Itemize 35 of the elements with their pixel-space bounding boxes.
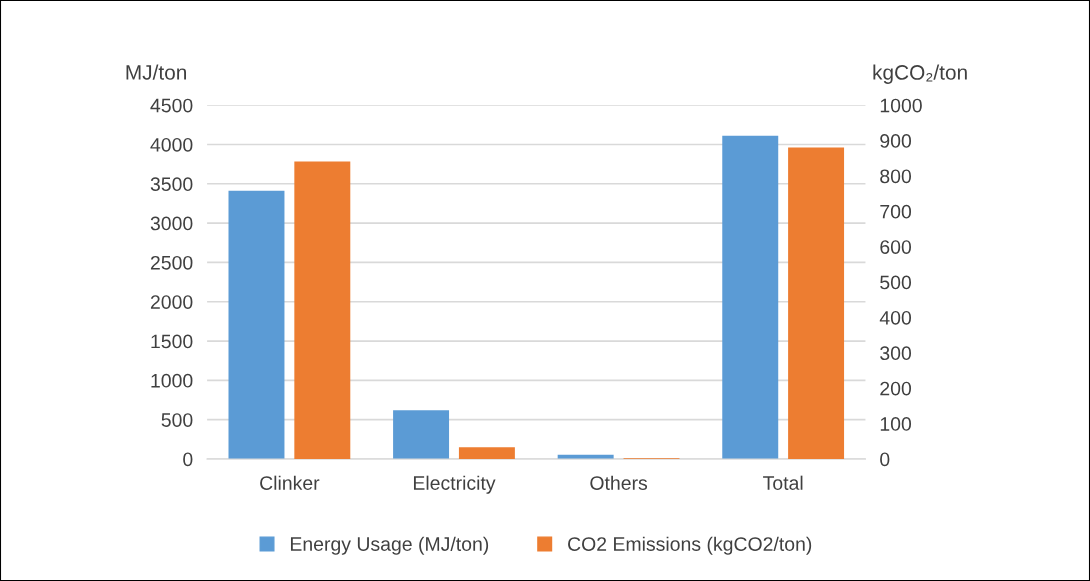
y2-tick-label: 900 — [880, 134, 912, 148]
y-tick-label: 500 — [161, 413, 193, 427]
y-tick-label: 4500 — [150, 98, 193, 113]
y-tick-label: 1500 — [151, 334, 193, 349]
y-tick-label: 4000 — [150, 137, 193, 152]
y2-tick-label: 0 — [880, 452, 890, 467]
y-tick-label: 3500 — [150, 177, 193, 192]
y2-tick-label: 800 — [880, 169, 912, 184]
y-tick-label: 0 — [183, 452, 193, 467]
bar — [458, 447, 515, 459]
y2-tick-label: 200 — [880, 381, 912, 396]
bar — [788, 147, 845, 459]
x-tick-label: Clinker — [260, 475, 320, 490]
y2-tick-label: 700 — [880, 204, 912, 219]
y2-axis-title: kgCO₂/ton — [873, 64, 967, 84]
bar — [228, 190, 285, 459]
y-tick-label: 2000 — [150, 295, 193, 309]
y-tick-label: 3000 — [150, 216, 193, 231]
x-tick-label: Electricity — [413, 475, 496, 494]
y-tick-label: 2500 — [150, 255, 193, 270]
x-tick-label: Total — [763, 475, 803, 490]
y2-tick-label: 1000 — [880, 98, 922, 113]
y2-tick-label: 100 — [880, 417, 912, 431]
y-axis-title: MJ/ton — [126, 64, 186, 80]
y2-tick-label: 300 — [880, 346, 912, 361]
x-tick-label: Others — [590, 475, 648, 490]
y-tick-label: 1000 — [151, 373, 193, 388]
y2-tick-label: 400 — [879, 310, 912, 325]
bar — [393, 410, 450, 459]
legend-label: CO2 Emissions (kgCO2/ton) — [568, 536, 812, 555]
bar — [294, 161, 351, 459]
y2-tick-label: 500 — [880, 275, 912, 290]
bar — [722, 135, 779, 459]
y2-tick-label: 600 — [880, 240, 912, 254]
legend-label: Energy Usage (MJ/ton) — [290, 536, 489, 555]
